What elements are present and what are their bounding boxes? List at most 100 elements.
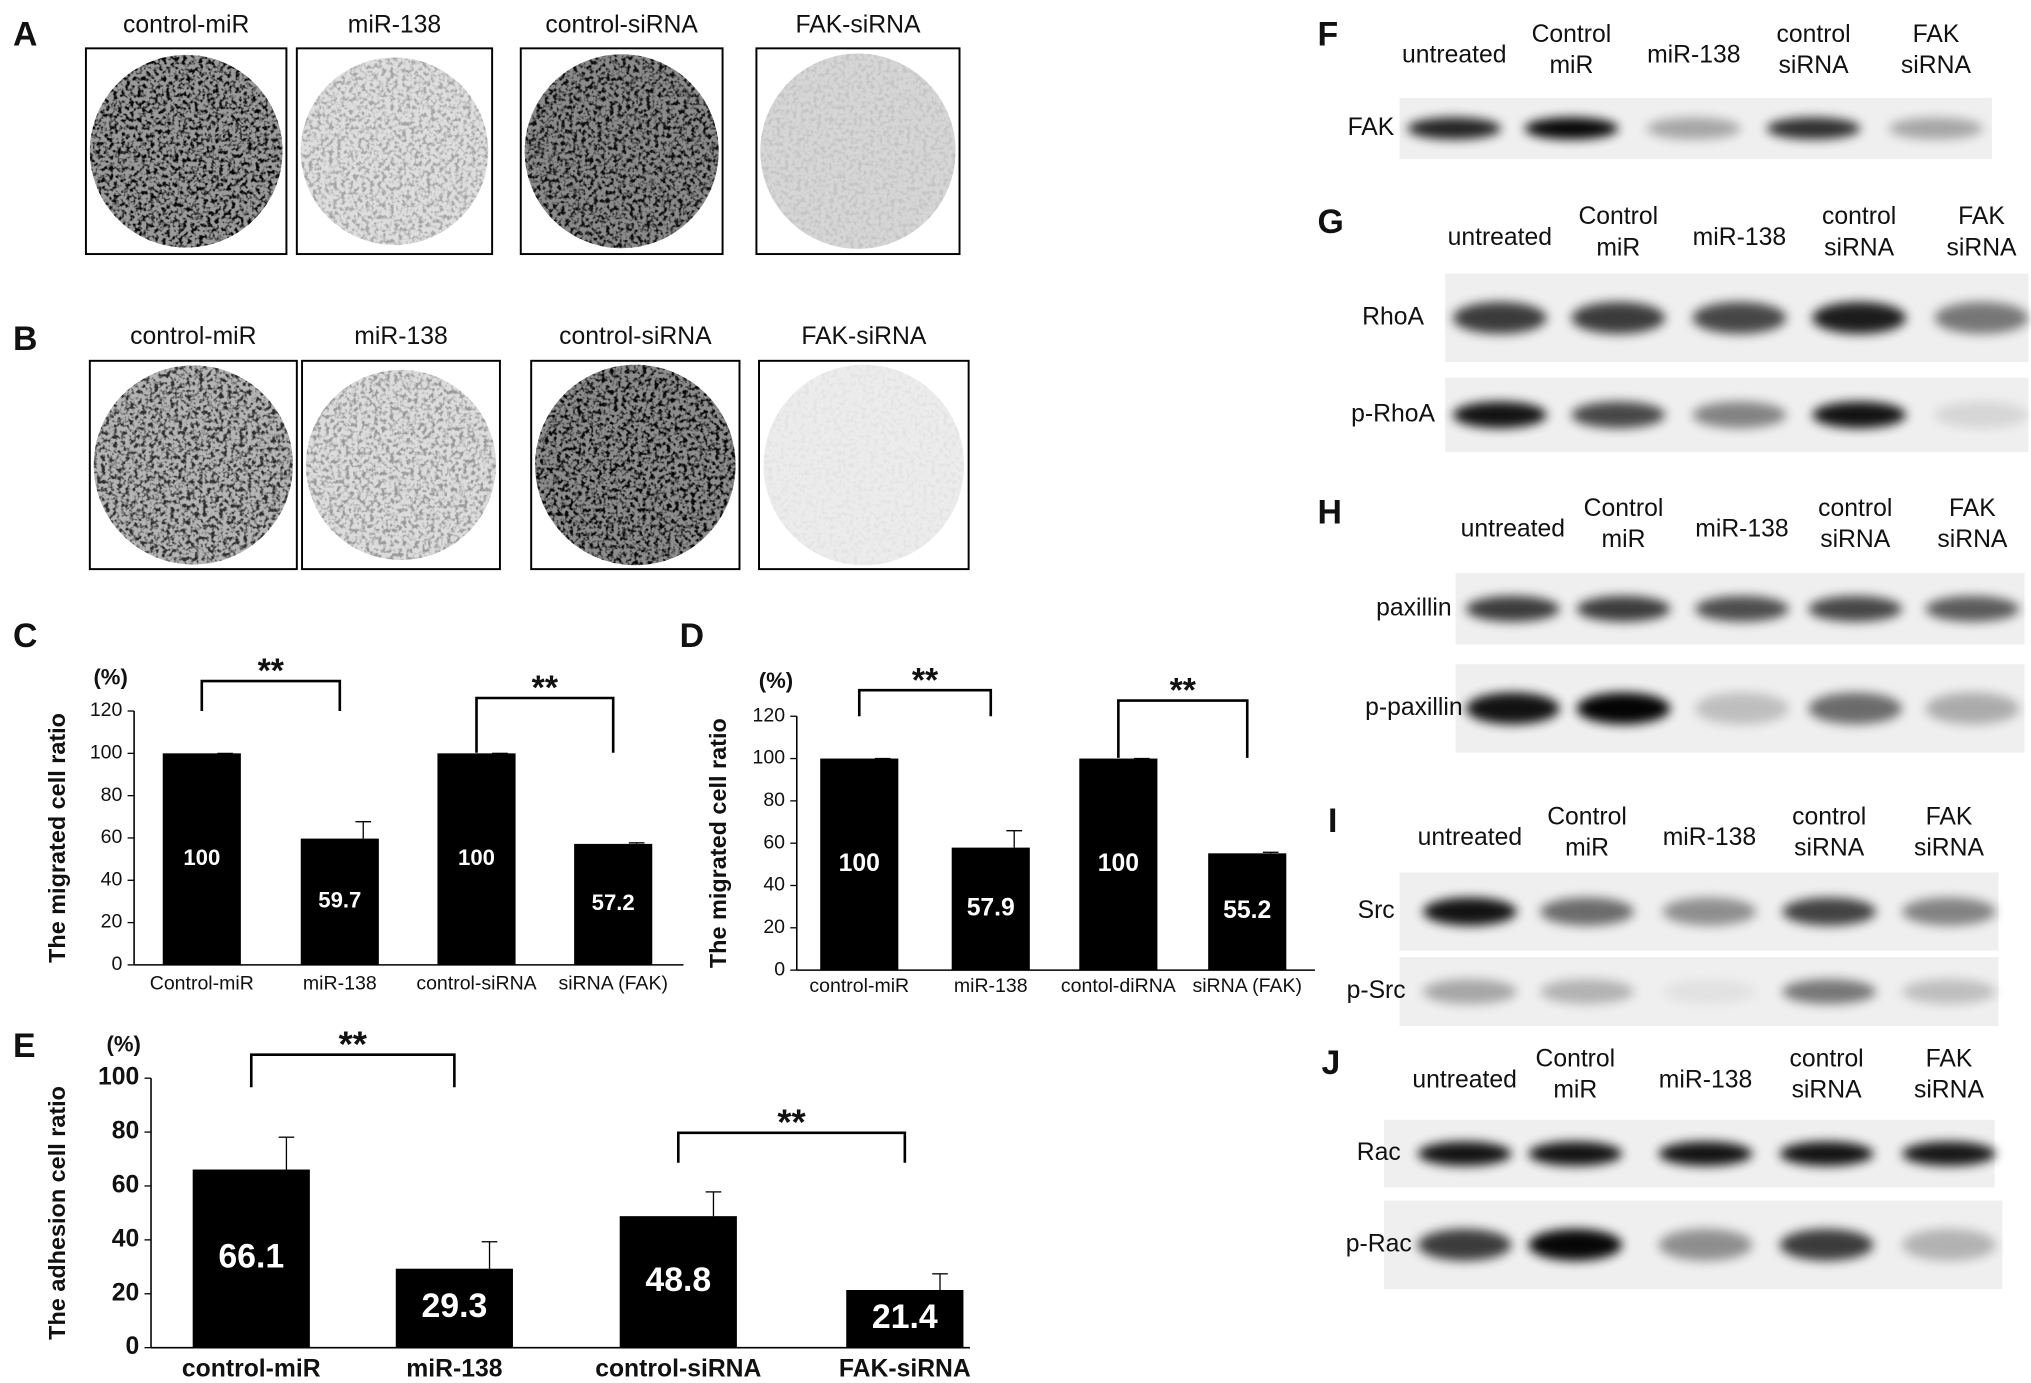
significance-label: ** (1170, 672, 1197, 710)
band (1524, 117, 1619, 140)
band (1417, 1228, 1512, 1261)
y-tick-label: 20 (112, 1279, 140, 1306)
panel-label: E (13, 1027, 36, 1065)
image-title: FAK-siRNA (801, 323, 926, 350)
band (1779, 1228, 1874, 1261)
significance-bracket (475, 696, 615, 753)
image-title: miR-138 (348, 12, 441, 39)
band (1812, 301, 1907, 334)
y-axis-label: The migrated cell ratio (44, 713, 70, 963)
y-tick-label: 80 (763, 789, 785, 811)
lane-label: Control (1578, 203, 1658, 230)
bar (1208, 853, 1287, 971)
y-axis-label: The adhesion cell ratio (44, 1086, 70, 1340)
lane-label: Control (1532, 21, 1612, 48)
row-label: p-paxillin (1365, 694, 1463, 721)
row-label: RhoA (1362, 303, 1424, 330)
well-texture (300, 57, 489, 245)
band (1417, 1141, 1512, 1166)
band (1571, 301, 1666, 334)
lane-label: untreated (1448, 224, 1552, 251)
panel-label: F (1318, 16, 1339, 54)
x-tick-label: FAK-siRNA (839, 1355, 971, 1382)
bar (437, 753, 516, 965)
lane-label: siRNA (1824, 234, 1895, 261)
image-title: control-siRNA (559, 323, 712, 350)
bar (192, 1169, 310, 1348)
value-label: 59.7 (318, 888, 361, 913)
band (1662, 897, 1757, 926)
x-tick-label: contol-diRNA (1061, 975, 1176, 997)
bar (162, 753, 241, 965)
row-label: Src (1358, 897, 1395, 924)
image-title: miR-138 (354, 323, 447, 350)
lane-label: Control (1547, 803, 1627, 830)
well-texture (760, 53, 956, 249)
image-title: control-siRNA (545, 12, 698, 39)
panel-label: I (1328, 802, 1337, 840)
y-tick-label: 20 (763, 916, 785, 938)
lane-label: miR-138 (1659, 1066, 1752, 1093)
x-tick-label: Control-miR (150, 973, 254, 995)
panel-label: A (13, 16, 37, 54)
lane-label: untreated (1461, 516, 1565, 543)
well-texture (89, 54, 283, 248)
panel-label: D (680, 617, 704, 655)
significance-bracket (249, 1053, 456, 1088)
significance-bracket (857, 688, 993, 717)
value-label: 100 (458, 845, 495, 870)
bar (574, 843, 653, 965)
row-label: p-Rac (1346, 1230, 1412, 1257)
band (1576, 595, 1671, 622)
well (763, 364, 965, 566)
lane-label: Control (1535, 1045, 1615, 1072)
panel-label: G (1318, 203, 1344, 241)
lane-label: control (1776, 21, 1850, 48)
band (1782, 897, 1877, 926)
band (1925, 692, 2020, 725)
y-tick-label: 20 (101, 911, 123, 933)
value-label: 57.2 (592, 890, 635, 915)
band (1934, 301, 2029, 334)
band (1692, 401, 1787, 429)
significance-bracket (1117, 699, 1249, 758)
band (1662, 979, 1757, 1005)
lane-label: miR (1602, 526, 1646, 553)
lane-label: untreated (1402, 42, 1506, 69)
x-tick-label: siRNA (FAK) (558, 973, 668, 995)
band (1528, 1141, 1623, 1166)
band (1695, 595, 1789, 622)
x-tick-label: control-miR (809, 975, 909, 997)
band (1452, 301, 1547, 334)
band (1925, 595, 2020, 622)
band (1808, 692, 1903, 725)
lane-label: siRNA (1779, 52, 1850, 79)
lane-label: control (1818, 495, 1892, 522)
value-label: 21.4 (872, 1298, 938, 1336)
unit-label: (%) (93, 664, 127, 689)
significance-label: ** (258, 652, 285, 690)
value-label: 48.8 (645, 1261, 711, 1299)
image-title: control-miR (130, 323, 256, 350)
y-tick-label: 100 (752, 747, 785, 769)
band (1695, 692, 1789, 725)
lane-label: control (1822, 203, 1896, 230)
bar (395, 1268, 513, 1348)
row-label: paxillin (1376, 594, 1452, 621)
bar (300, 838, 379, 965)
significance-label: ** (912, 661, 939, 699)
lane-label: miR (1596, 234, 1640, 261)
lane-label: siRNA (1914, 835, 1985, 862)
band (1902, 1141, 1996, 1166)
lane-label: FAK (1926, 803, 1973, 830)
band (1646, 117, 1741, 140)
lane-label: siRNA (1937, 526, 2008, 553)
bar (1079, 758, 1158, 971)
x-tick-label: miR-138 (954, 975, 1028, 997)
lane-label: siRNA (1901, 52, 1972, 79)
value-label: 100 (183, 845, 220, 870)
lane-label: siRNA (1914, 1077, 1985, 1104)
band (1423, 979, 1517, 1005)
lane-label: miR-138 (1663, 824, 1756, 851)
